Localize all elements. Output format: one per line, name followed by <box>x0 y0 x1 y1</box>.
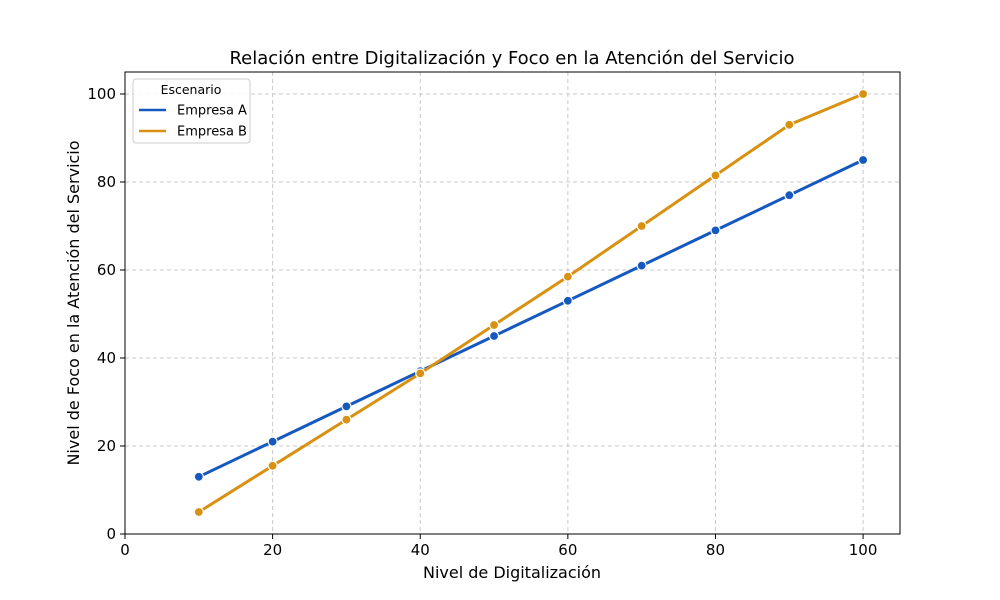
legend: Escenario Empresa A Empresa B <box>132 78 251 144</box>
x-tick-label: 60 <box>558 541 577 559</box>
x-tick-label: 20 <box>263 541 282 559</box>
x-axis-label: Nivel de Digitalización <box>423 563 601 582</box>
data-point-empresa-a <box>193 471 204 482</box>
data-point-empresa-b <box>488 319 500 331</box>
series-empresa-b <box>193 88 869 518</box>
x-tick-label: 40 <box>411 541 430 559</box>
series-empresa-a <box>193 154 869 482</box>
data-point-empresa-b <box>562 271 573 282</box>
x-axis-ticks: 0 20 40 60 80 100 <box>120 534 877 559</box>
x-tick-label: 100 <box>849 541 878 559</box>
legend-items: Empresa A Empresa B <box>139 104 247 140</box>
series-line-empresa-b <box>197 92 865 514</box>
y-tick-label: 60 <box>97 261 116 279</box>
x-tick-label: 80 <box>706 541 725 559</box>
y-tick-label: 100 <box>87 85 116 103</box>
legend-label-empresa-a: Empresa A <box>177 104 247 119</box>
data-point-empresa-a <box>857 154 869 166</box>
data-point-empresa-b <box>784 119 795 130</box>
data-point-empresa-b <box>267 460 278 471</box>
data-point-empresa-b <box>710 170 721 181</box>
data-point-empresa-a <box>267 436 278 447</box>
y-tick-label: 80 <box>97 173 116 191</box>
series-line-empresa-a <box>197 158 865 479</box>
data-point-empresa-a <box>488 330 500 342</box>
data-point-empresa-b <box>193 506 204 518</box>
data-point-empresa-a <box>562 295 573 306</box>
data-point-empresa-a <box>636 260 647 271</box>
data-point-empresa-a <box>341 401 352 412</box>
legend-label-empresa-b: Empresa B <box>177 125 247 140</box>
y-tick-label: 40 <box>97 349 116 367</box>
series-group <box>193 88 869 518</box>
y-tick-label: 0 <box>106 525 116 543</box>
y-tick-label: 20 <box>97 437 116 455</box>
data-point-empresa-b <box>636 220 647 232</box>
data-point-empresa-a <box>710 225 721 236</box>
y-axis-label: Nivel de Foco en la Atención del Servici… <box>64 140 83 465</box>
legend-box <box>132 78 251 144</box>
chart-title: Relación entre Digitalización y Foco en … <box>229 48 794 69</box>
data-point-empresa-b <box>341 414 352 425</box>
data-point-empresa-b <box>857 88 869 100</box>
x-tick-label: 0 <box>120 541 130 559</box>
data-point-empresa-a <box>784 190 795 201</box>
legend-title: Escenario <box>161 82 222 97</box>
plot-area-frame <box>124 71 901 535</box>
y-axis-ticks: 0 20 40 60 80 100 <box>87 85 125 543</box>
data-point-empresa-b <box>415 368 426 379</box>
